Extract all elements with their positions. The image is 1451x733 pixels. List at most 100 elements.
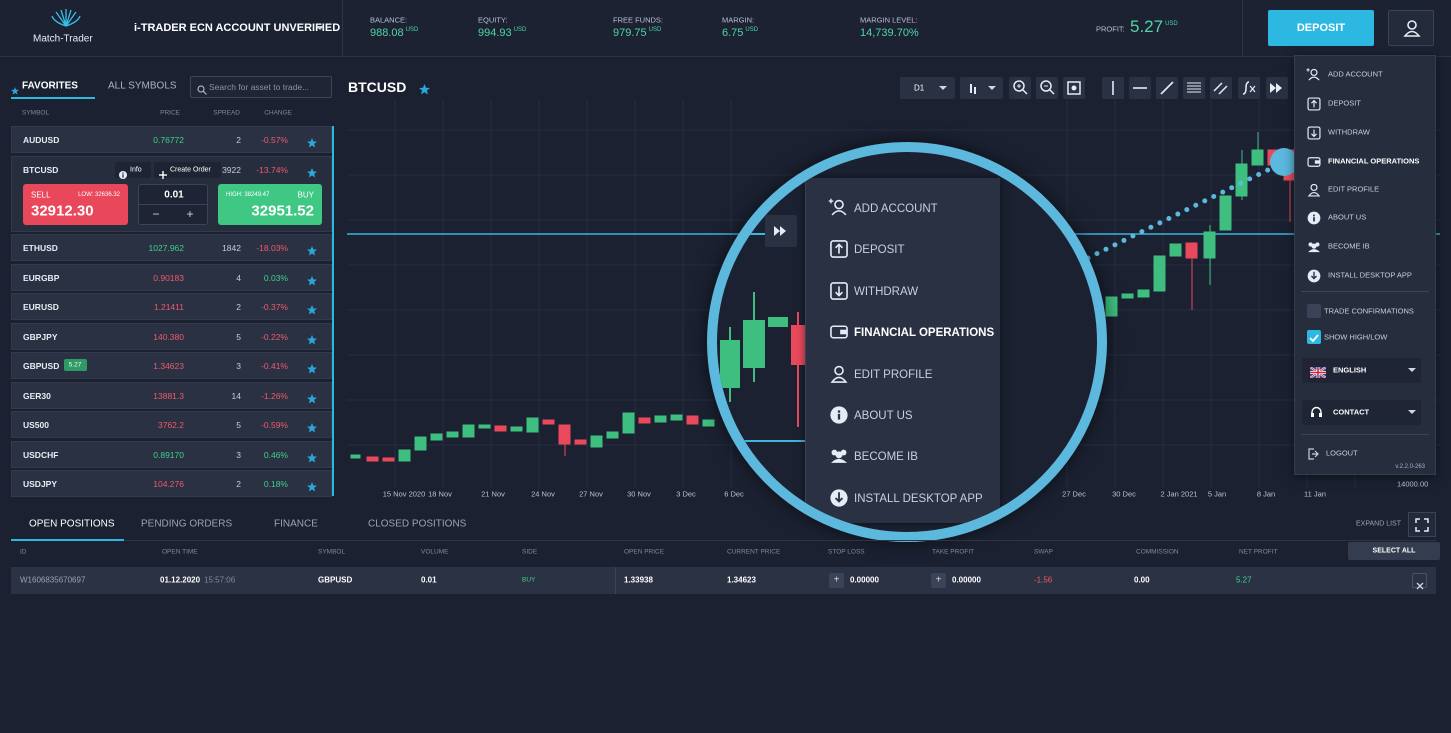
tab-underline — [11, 97, 95, 99]
menu-item[interactable]: BECOME IB — [1328, 241, 1370, 251]
search-box[interactable]: Search for asset to trade... — [190, 76, 332, 98]
chart-tool[interactable] — [1238, 77, 1260, 99]
stat-number: 988.08 — [370, 27, 404, 39]
chart-tool[interactable] — [1009, 77, 1031, 99]
x-axis-label: 15 Nov 2020 — [382, 489, 426, 499]
positions-column[interactable]: STOP LOSS — [828, 548, 865, 556]
zoomed-menu-item[interactable]: ADD ACCOUNT — [854, 203, 938, 215]
menu-item[interactable]: EDIT PROFILE — [1328, 184, 1380, 194]
menu-item[interactable]: INSTALL DESKTOP APP — [1328, 270, 1412, 280]
user-button[interactable] — [1388, 10, 1434, 46]
volume-minus[interactable]: − — [152, 206, 160, 221]
symbol-row[interactable]: ETHUSD 1027.962 1842 -18.03% — [11, 234, 332, 261]
icon-part — [834, 365, 844, 375]
deposit-button[interactable]: DEPOSIT — [1268, 10, 1374, 46]
positions-tabs-line — [11, 540, 1436, 541]
positions-column[interactable]: NET PROFIT — [1239, 548, 1278, 556]
icon-part — [834, 286, 844, 297]
select-all-button[interactable]: SELECT ALL — [1348, 542, 1440, 560]
positions-tab[interactable]: PENDING ORDERS — [141, 518, 233, 530]
chart-tool[interactable] — [1183, 77, 1205, 99]
positions-tab[interactable]: CLOSED POSITIONS — [368, 518, 467, 530]
icon-part — [1403, 20, 1421, 37]
chart-tool[interactable] — [1156, 77, 1178, 99]
positions-tab[interactable]: FINANCE — [274, 518, 318, 530]
positions-column[interactable]: CURRENT PRICE — [727, 548, 781, 556]
icon-part — [1270, 83, 1276, 93]
symbol-row[interactable]: US500 3762.2 5 -0.59% — [11, 411, 332, 438]
symbol-row[interactable]: GER30 13881.3 14 -1.26% — [11, 381, 332, 409]
positions-column[interactable]: SWAP — [1034, 548, 1053, 556]
checkbox-label[interactable]: TRADE CONFIRMATIONS — [1324, 306, 1414, 316]
menu-item[interactable]: FINANCIAL OPERATIONS — [1328, 156, 1420, 166]
create-order-button[interactable]: Create Order — [154, 161, 221, 179]
adjust-plus: + — [935, 574, 942, 586]
sidebar-tab[interactable]: ALL SYMBOLS — [108, 80, 177, 92]
zoomed-menu-item[interactable]: FINANCIAL OPERATIONS — [854, 327, 995, 340]
chart-tool[interactable] — [1129, 77, 1151, 99]
zoomed-menu-item[interactable]: DEPOSIT — [854, 244, 905, 257]
positions-column[interactable]: ID — [20, 548, 27, 556]
chart-tool[interactable] — [1063, 77, 1085, 99]
menu-item[interactable]: WITHDRAW — [1328, 127, 1370, 137]
positions-column[interactable]: SIDE — [522, 548, 538, 556]
language-select[interactable]: ENGLISH — [1302, 358, 1421, 383]
contact-select[interactable]: CONTACT — [1302, 400, 1421, 425]
symbol-row[interactable]: GBPJPY 140.380 5 -0.22% — [11, 322, 332, 350]
positions-column[interactable]: OPEN TIME — [162, 548, 198, 556]
y-axis-label: 14000.00 — [1397, 479, 1429, 489]
menu-item[interactable]: DEPOSIT — [1328, 98, 1361, 108]
chart-tool[interactable] — [1036, 77, 1058, 99]
icon-part — [1415, 518, 1429, 532]
icon-part — [1314, 160, 1320, 164]
logout-label[interactable]: LOGOUT — [1326, 448, 1358, 458]
symbol-row[interactable]: USDJPY 104.276 2 0.18% — [11, 470, 332, 497]
info-button[interactable]: Info — [115, 161, 151, 179]
buy-button[interactable]: HIGH: 38249.47 BUY 32951.52 — [218, 183, 322, 225]
menu-item[interactable]: ABOUT US — [1328, 212, 1367, 222]
symbol-row[interactable]: USDCHF 0.89170 3 0.46% — [11, 440, 332, 468]
fast-forward-button[interactable] — [765, 215, 797, 247]
positions-column[interactable]: OPEN PRICE — [624, 548, 665, 556]
expand-list[interactable]: EXPAND LIST — [1356, 520, 1401, 528]
positions-column[interactable]: TAKE PROFIT — [932, 548, 975, 556]
zoomed-menu-item[interactable]: INSTALL DESKTOP APP — [854, 492, 983, 505]
zoomed-menu: ADD ACCOUNT DEPOSIT WITHDRAW FINANCIAL OPER… — [805, 178, 1000, 523]
expand-button[interactable] — [1408, 512, 1436, 537]
menu-item[interactable]: ADD ACCOUNT — [1328, 69, 1383, 79]
chart-tool[interactable] — [1266, 77, 1288, 99]
favorite-star — [307, 420, 317, 433]
volume-plus[interactable]: + — [186, 206, 194, 221]
chart-tool[interactable]: D1 — [900, 77, 955, 99]
position-row[interactable]: W1606835670697 01.12.2020 15:57:06 GBPUSD 0.… — [11, 567, 1436, 594]
chart-tool[interactable] — [1102, 77, 1124, 99]
zoomed-menu-item[interactable]: BECOME IB — [854, 451, 918, 464]
symbol-row[interactable]: GBPUSD 5.27 1.34623 3 -0.41% — [11, 352, 332, 379]
checkbox[interactable] — [1307, 330, 1321, 344]
chart-tool[interactable] — [960, 77, 1003, 99]
icon-part — [1249, 85, 1256, 93]
symbol-row[interactable]: BTCUSD 3922 -13.74% Info Create Order SELL LOW… — [11, 155, 332, 232]
zoomed-menu-item[interactable]: ABOUT US — [854, 410, 913, 422]
symbol-row[interactable]: EURGBP 0.90183 4 0.03% — [11, 263, 332, 291]
positions-column[interactable]: COMMISSION — [1136, 548, 1179, 556]
adjust-button[interactable]: + — [931, 573, 946, 588]
checkbox-label[interactable]: SHOW HIGH/LOW — [1324, 332, 1388, 342]
positions-tab[interactable]: OPEN POSITIONS — [29, 518, 115, 530]
account-name[interactable]: i-TRADER ECN ACCOUNT UNVERIFIED — [134, 22, 341, 34]
icon-part — [1040, 80, 1052, 92]
spread: 4 — [236, 272, 241, 283]
sell-button[interactable]: SELL LOW: 32636.32 32912.30 — [23, 183, 128, 225]
symbol-row[interactable]: AUDUSD 0.76772 2 -0.57% — [11, 126, 332, 153]
positions-column[interactable]: SYMBOL — [318, 548, 346, 556]
sidebar-tab[interactable]: FAVORITES — [22, 80, 78, 92]
close-position-button[interactable] — [1412, 573, 1427, 590]
symbol-row[interactable]: EURUSD 1.21411 2 -0.37% — [11, 293, 332, 320]
zoomed-menu-item[interactable]: EDIT PROFILE — [854, 368, 933, 381]
positions-column[interactable]: VOLUME — [421, 548, 449, 556]
symbol: AUDUSD — [23, 135, 60, 145]
zoomed-menu-item[interactable]: WITHDRAW — [854, 285, 919, 298]
chart-tool[interactable] — [1210, 77, 1232, 99]
checkbox[interactable] — [1307, 304, 1321, 318]
adjust-button[interactable]: + — [829, 573, 844, 588]
